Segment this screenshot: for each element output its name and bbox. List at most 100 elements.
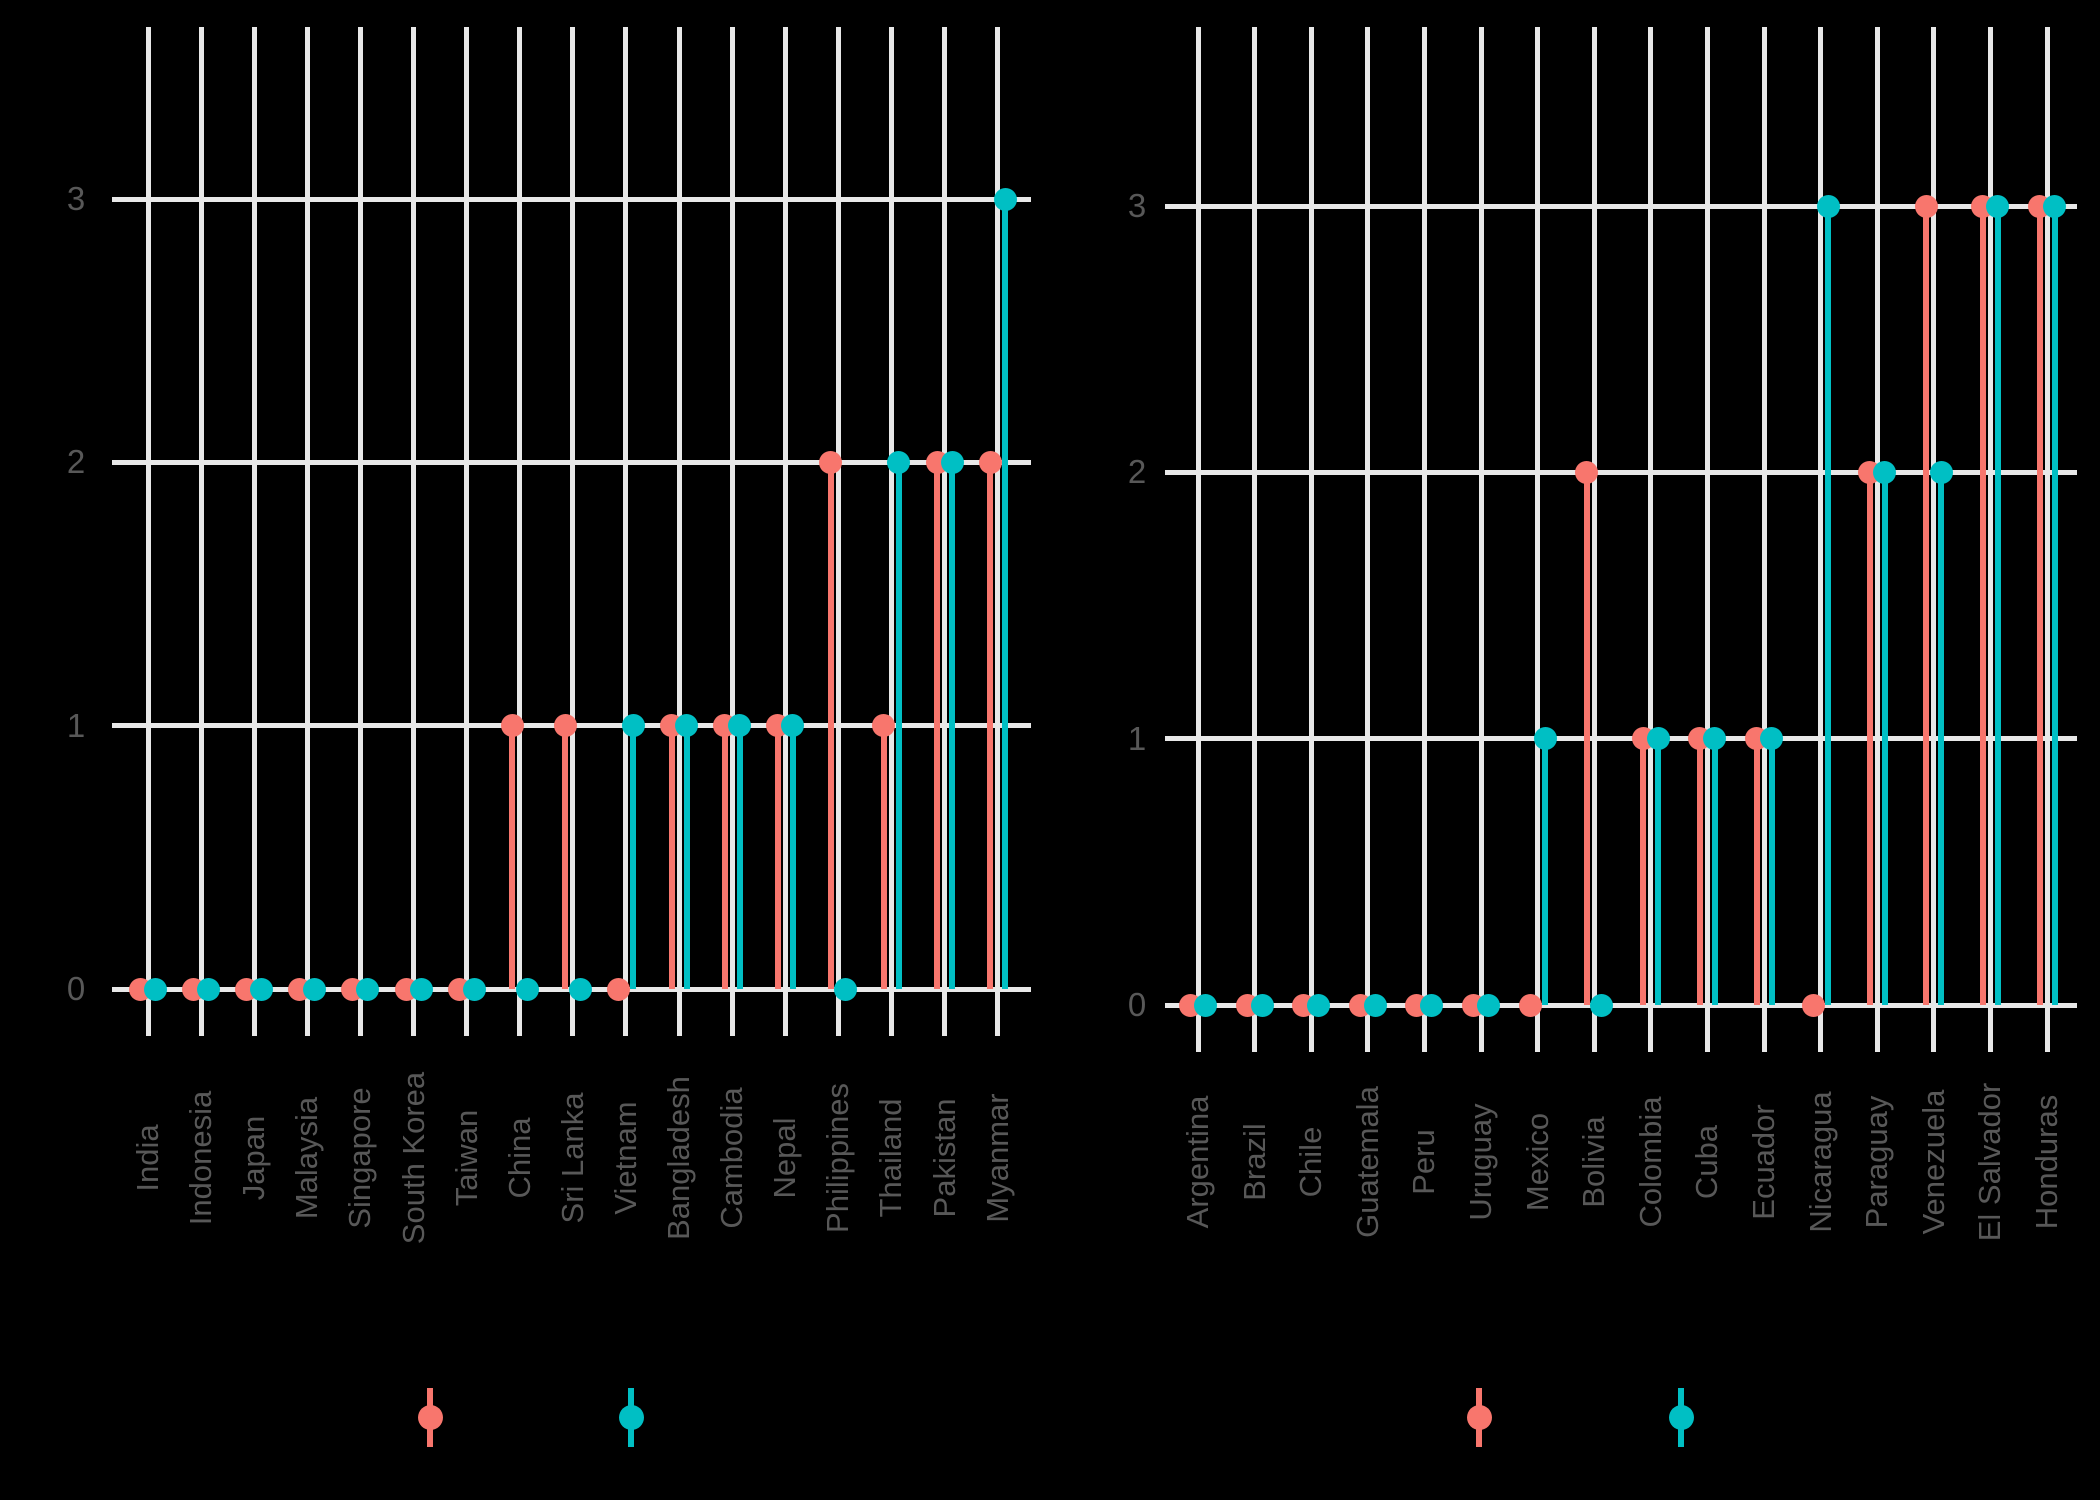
lollipop-point-series-red bbox=[500, 714, 524, 738]
lollipop-point-series-teal bbox=[515, 977, 539, 1001]
y-tick-label: 1 bbox=[1127, 719, 1147, 757]
lollipop-point-series-teal bbox=[1194, 993, 1217, 1017]
x-tick-label: Brazil bbox=[1236, 1123, 1272, 1201]
lollipop-stem-series-red bbox=[1979, 206, 1986, 1005]
lollipop-point-series-teal bbox=[1703, 727, 1727, 751]
lollipop-point-series-teal bbox=[1420, 993, 1444, 1017]
gridline-x bbox=[1478, 27, 1484, 1052]
lollipop-stem-series-teal bbox=[2051, 206, 2058, 1005]
x-tick-label: Venezuela bbox=[1915, 1089, 1951, 1235]
x-tick-label: Bangladesh bbox=[661, 1076, 696, 1240]
lollipop-stem-series-red bbox=[1753, 738, 1760, 1005]
gridline-x bbox=[676, 27, 682, 1036]
x-tick-label: Mexico bbox=[1519, 1112, 1555, 1212]
x-tick-label: Paraguay bbox=[1859, 1095, 1895, 1229]
lollipop-point-series-teal bbox=[1533, 727, 1557, 751]
lollipop-point-series-red bbox=[1518, 993, 1542, 1017]
lollipop-stem-series-teal bbox=[1655, 738, 1662, 1005]
lollipop-point-series-teal bbox=[2043, 194, 2066, 218]
lollipop-point-series-teal bbox=[781, 714, 805, 738]
x-tick-label: Myanmar bbox=[979, 1093, 1015, 1223]
x-tick-label: El Salvador bbox=[1972, 1082, 2008, 1242]
lollipop-stem-series-red bbox=[1640, 738, 1647, 1005]
lollipop-stem-series-teal bbox=[949, 462, 955, 989]
lollipop-point-series-teal bbox=[1307, 993, 1331, 1017]
gridline-x bbox=[1987, 27, 1993, 1052]
lollipop-point-series-teal bbox=[568, 977, 592, 1001]
x-tick-label: Vietnam bbox=[607, 1101, 643, 1215]
lollipop-point-series-teal bbox=[1929, 460, 1953, 484]
gridline-x bbox=[623, 27, 629, 1036]
gridline-x bbox=[411, 27, 416, 1036]
x-tick-label: Guatemala bbox=[1349, 1086, 1385, 1238]
lollipop-stem-series-red bbox=[1696, 738, 1703, 1005]
lollipop-stem-series-red bbox=[774, 725, 781, 989]
lollipop-point-series-teal bbox=[1250, 993, 1274, 1017]
x-tick-label: Malaysia bbox=[289, 1096, 325, 1220]
x-tick-label: Uruguay bbox=[1463, 1103, 1498, 1221]
y-tick-label: 1 bbox=[66, 706, 86, 744]
gridline-x bbox=[357, 27, 363, 1036]
lollipop-point-series-teal bbox=[1986, 194, 2010, 218]
lollipop-stem-series-teal bbox=[1542, 738, 1549, 1005]
lollipop-point-series-teal bbox=[409, 977, 433, 1001]
x-tick-label: Sri Lanka bbox=[554, 1092, 590, 1224]
lollipop-stem-series-red bbox=[721, 725, 728, 989]
lollipop-point-series-teal bbox=[462, 977, 486, 1001]
lollipop-stem-series-teal bbox=[1768, 738, 1775, 1005]
lollipop-stem-series-red bbox=[934, 462, 940, 989]
gridline-y-0 bbox=[1165, 1002, 2077, 1008]
x-tick-label: Japan bbox=[236, 1115, 272, 1201]
x-tick-label: Colombia bbox=[1632, 1096, 1668, 1228]
lollipop-point-series-teal bbox=[1590, 993, 1614, 1017]
x-tick-label: Indonesia bbox=[183, 1090, 219, 1226]
gridline-x bbox=[1818, 27, 1824, 1052]
lollipop-stem-series-teal bbox=[1711, 738, 1718, 1005]
legend-key-dot bbox=[1668, 1404, 1694, 1430]
gridline-x bbox=[570, 27, 576, 1036]
lollipop-stem-series-teal bbox=[683, 725, 690, 989]
gridline-x bbox=[1704, 27, 1710, 1052]
gridline-y-2 bbox=[1165, 469, 2077, 475]
gridline-x bbox=[995, 27, 1001, 1036]
y-tick-label: 0 bbox=[1127, 986, 1147, 1023]
lollipop-point-series-teal bbox=[1816, 194, 1840, 218]
lollipop-point-series-red bbox=[606, 977, 630, 1001]
lollipop-stem-series-teal bbox=[895, 462, 902, 989]
gridline-x bbox=[1421, 27, 1427, 1052]
legend-key-dot bbox=[618, 1404, 644, 1430]
lollipop-point-series-teal bbox=[144, 977, 167, 1001]
lollipop-stem-series-red bbox=[509, 725, 516, 989]
gridline-x bbox=[198, 27, 204, 1036]
x-tick-label: Taiwan bbox=[448, 1109, 484, 1207]
x-tick-label: South Korea bbox=[395, 1071, 431, 1245]
lollipop-stem-series-red bbox=[562, 725, 569, 989]
x-tick-label: Cuba bbox=[1689, 1124, 1725, 1200]
lollipop-point-series-teal bbox=[303, 977, 327, 1001]
x-tick-label: Argentina bbox=[1180, 1095, 1215, 1229]
x-tick-label: Bolivia bbox=[1576, 1116, 1612, 1208]
x-tick-label: Ecuador bbox=[1746, 1104, 1781, 1220]
lollipop-stem-series-red bbox=[1583, 472, 1590, 1005]
lollipop-stem-series-teal bbox=[1002, 199, 1009, 989]
x-tick-label: Nicaragua bbox=[1802, 1091, 1838, 1233]
gridline-x bbox=[1591, 27, 1597, 1052]
x-tick-label: Thailand bbox=[873, 1098, 909, 1218]
lollipop-stem-series-red bbox=[1866, 472, 1873, 1005]
lollipop-point-series-teal bbox=[197, 977, 221, 1001]
lollipop-point-series-teal bbox=[1363, 993, 1387, 1017]
lollipop-point-series-red bbox=[1575, 460, 1599, 484]
y-tick-label: 0 bbox=[66, 970, 86, 1007]
y-tick-label: 3 bbox=[66, 180, 86, 218]
lollipop-point-series-red bbox=[1914, 194, 1938, 218]
gridline-x bbox=[1365, 27, 1371, 1052]
gridline-x bbox=[1195, 27, 1201, 1052]
lollipop-point-series-red bbox=[819, 450, 843, 474]
gridline-y-3 bbox=[1165, 203, 2077, 209]
lollipop-stem-series-teal bbox=[1881, 472, 1888, 1005]
lollipop-point-series-red bbox=[978, 450, 1002, 474]
lollipop-point-series-red bbox=[872, 714, 896, 738]
gridline-x bbox=[1308, 27, 1314, 1052]
lollipop-stem-series-red bbox=[880, 725, 887, 989]
lollipop-point-series-red bbox=[553, 714, 577, 738]
